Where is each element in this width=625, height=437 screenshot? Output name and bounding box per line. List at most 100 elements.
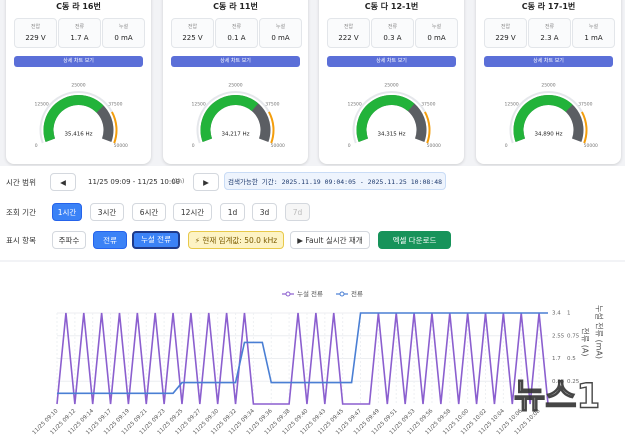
gauge-warning-band — [581, 111, 588, 144]
period-button[interactable]: 1시간 — [52, 203, 82, 221]
period-button[interactable]: 1d — [220, 203, 245, 221]
gauge-value-arc — [200, 95, 259, 142]
chart: 0.85 1.7 2.55 3.4 0.25 0.5 0.75 1 전류 (A) 누설 전류 (m… — [32, 289, 605, 436]
metric-box: 전류 0.3 A — [371, 18, 414, 48]
gauge-warning-band — [424, 111, 431, 144]
metric-box: 누설 0 mA — [102, 18, 145, 48]
next-button[interactable]: ▶ — [193, 173, 219, 191]
metric-label: 전류 — [74, 24, 85, 30]
gauge-tick-label: 12500 — [504, 102, 518, 108]
metric-value: 1.7 A — [70, 34, 89, 42]
gauge-tick-label: 50000 — [427, 143, 441, 149]
row-label: 시간 범위 — [6, 178, 36, 187]
gauge-tick-label: 25000 — [228, 83, 242, 89]
chart-panel: 0.85 1.7 2.55 3.4 0.25 0.5 0.75 1 전류 (A) 누설 전류 (m… — [0, 262, 625, 437]
metric-box: 전압 229 V — [484, 18, 527, 48]
y-tick-label: 0.85 — [552, 379, 565, 385]
metric-label: 전류 — [387, 24, 398, 30]
time-range-text: 11/25 09:09 - 11/25 10:09 — [88, 178, 181, 186]
threshold-badge: ⚡ 현재 임계값: 50.0 kHz — [188, 231, 284, 249]
display-toggle[interactable]: 주파수 — [52, 231, 86, 249]
metric-box: 누설 1 mA — [572, 18, 615, 48]
gauge: 0 12500 25000 37500 50000 34,217 Hz — [191, 83, 285, 149]
metric-box: 전압 225 V — [171, 18, 214, 48]
period-button[interactable]: 12시간 — [173, 203, 212, 221]
metric-box: 누설 0 mA — [259, 18, 302, 48]
gauge-tick-label: 0 — [192, 143, 195, 149]
series-line — [56, 312, 549, 405]
card-title: C동 라 16번 — [56, 2, 101, 11]
gauge-warning-band — [111, 111, 118, 144]
metric-label: 전압 — [500, 24, 511, 30]
device-card: C동 라 16번 전압 229 V 전류 1.7 A 누설 0 mA 상세 차트 보기 0 125… — [6, 0, 151, 164]
metric-box: 누설 0 mA — [415, 18, 458, 48]
display-toggle[interactable]: 누설 전류 — [132, 231, 180, 249]
metric-box: 전압 222 V — [327, 18, 370, 48]
metric-box: 전류 2.3 A — [528, 18, 571, 48]
time-range-span: (1h) — [172, 178, 185, 185]
gauge-tick-label: 12500 — [34, 102, 48, 108]
detail-button[interactable]: 상세 차트 보기 — [327, 56, 456, 67]
metric-value: 222 V — [338, 34, 359, 42]
metric-value: 0 mA — [427, 34, 446, 42]
period-button[interactable]: 3d — [252, 203, 277, 221]
gauge-value-label: 34,890 Hz — [534, 132, 562, 138]
metric-value: 229 V — [25, 34, 46, 42]
metric-value: 0.1 A — [227, 34, 246, 42]
excel-download-button[interactable]: 엑셀 다운로드 — [378, 231, 451, 249]
metric-label: 누설 — [431, 24, 442, 30]
metric-value: 1 mA — [584, 34, 603, 42]
display-toggle[interactable]: 전류 — [93, 231, 127, 249]
gauge-value-label: 35,416 Hz — [64, 132, 92, 138]
detail-button[interactable]: 상세 차트 보기 — [171, 56, 300, 67]
metric-box: 전압 229 V — [14, 18, 57, 48]
period-button[interactable]: 6시간 — [132, 203, 166, 221]
y2-tick-label: 0.25 — [567, 379, 580, 385]
gauge-tick-label: 0 — [505, 143, 508, 149]
gauge-tick-label: 37500 — [108, 102, 122, 108]
prev-button[interactable]: ◀ — [50, 173, 76, 191]
card-title: C동 다 12-1번 — [364, 2, 419, 11]
watermark: 뉴스1 — [514, 377, 600, 417]
period-button[interactable]: 3시간 — [90, 203, 124, 221]
fault-resume-button[interactable]: ▶ Fault 실시간 재개 — [290, 231, 370, 249]
detail-button[interactable]: 상세 차트 보기 — [484, 56, 613, 67]
card-title: C동 라 11번 — [213, 2, 258, 11]
gauge-value-label: 34,217 Hz — [221, 132, 249, 138]
gauge-tick-label: 50000 — [271, 143, 285, 149]
gauge-tick-label: 12500 — [347, 102, 361, 108]
legend-marker — [339, 291, 345, 297]
row-label: 조회 기간 — [6, 208, 36, 217]
gauge-tick-label: 25000 — [384, 83, 398, 89]
gauge-tick-label: 25000 — [71, 83, 85, 89]
metric-label: 전압 — [187, 24, 198, 30]
period-button[interactable]: 7d — [285, 203, 310, 221]
metric-label: 전압 — [30, 24, 41, 30]
metric-value: 225 V — [182, 34, 203, 42]
device-card: C동 라 11번 전압 225 V 전류 0.1 A 누설 0 mA 상세 차트 보기 0 125… — [163, 0, 308, 164]
metric-value: 0.3 A — [383, 34, 402, 42]
y2-axis-title: 누설 전류 (mA) — [595, 305, 605, 359]
y-tick-label: 1.7 — [552, 356, 561, 362]
y2-tick-label: 1 — [567, 311, 571, 317]
gauge-tick-label: 50000 — [584, 143, 598, 149]
gauge-tick-label: 25000 — [541, 83, 555, 89]
gauge: 0 12500 25000 37500 50000 34,890 Hz — [504, 83, 598, 149]
gauge-value-arc — [513, 95, 573, 142]
gauge-tick-label: 37500 — [265, 102, 279, 108]
row-label: 표시 항목 — [6, 236, 36, 245]
metric-value: 0 mA — [271, 34, 290, 42]
metric-label: 전류 — [544, 24, 555, 30]
gauge-warning-band — [268, 111, 275, 144]
gauge-tick-label: 50000 — [114, 143, 128, 149]
gauge-value-arc — [43, 95, 104, 142]
gauge: 0 12500 25000 37500 50000 35,416 Hz — [34, 83, 128, 149]
detail-button[interactable]: 상세 차트 보기 — [14, 56, 143, 67]
legend-label: 전류 — [351, 289, 363, 298]
gauge-value-label: 34,315 Hz — [377, 132, 405, 138]
metric-box: 전류 0.1 A — [215, 18, 258, 48]
y-tick-label: 3.4 — [552, 311, 561, 317]
searchable-period: 검색가능한 기간: 2025.11.19 09:04:05 - 2025.11.… — [224, 172, 446, 190]
metric-label: 누설 — [275, 24, 286, 30]
legend-label: 누설 전류 — [297, 289, 323, 298]
